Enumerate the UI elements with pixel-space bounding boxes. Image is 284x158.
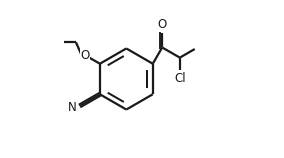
Text: N: N: [68, 101, 77, 114]
Text: Cl: Cl: [174, 72, 186, 85]
Text: O: O: [80, 49, 89, 62]
Text: O: O: [158, 18, 167, 31]
